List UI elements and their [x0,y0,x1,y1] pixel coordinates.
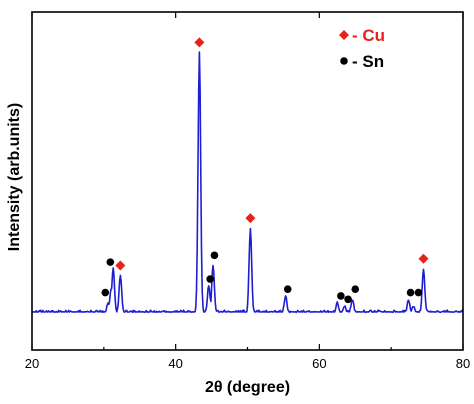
legend-sn-label: - Sn [352,52,384,71]
phase-markers [101,37,429,304]
legend-sn-symbol [340,57,348,65]
cu-diamond-marker [115,260,126,271]
plot-area [31,51,464,314]
cu-diamond-marker [245,213,256,224]
legend-cu-symbol [339,30,349,40]
y-axis-title: Intensity (arb.units) [6,103,23,251]
legend: - Cu - Sn [339,26,385,71]
sn-dot-marker [210,251,219,260]
sn-dot-marker [414,288,423,297]
sn-dot-marker [106,258,115,266]
legend-cu-label: - Cu [352,26,385,45]
x-tick-label: 40 [168,356,182,371]
xrd-pattern-line [31,51,464,314]
sn-dot-marker [283,285,292,293]
sn-dot-marker [206,275,214,283]
x-tick-label: 80 [456,356,470,371]
axis-ticks: 20 40 60 80 [25,12,470,371]
cu-diamond-marker [194,37,205,48]
sn-dot-marker [406,288,415,297]
cu-diamond-marker [418,253,429,264]
x-tick-label: 20 [25,356,39,371]
x-axis-title: 2θ (degree) [205,379,290,396]
sn-dot-marker [337,292,345,300]
sn-dot-marker [351,285,360,293]
sn-dot-marker [344,295,352,304]
x-tick-label: 60 [312,356,326,371]
sn-dot-marker [101,288,110,297]
